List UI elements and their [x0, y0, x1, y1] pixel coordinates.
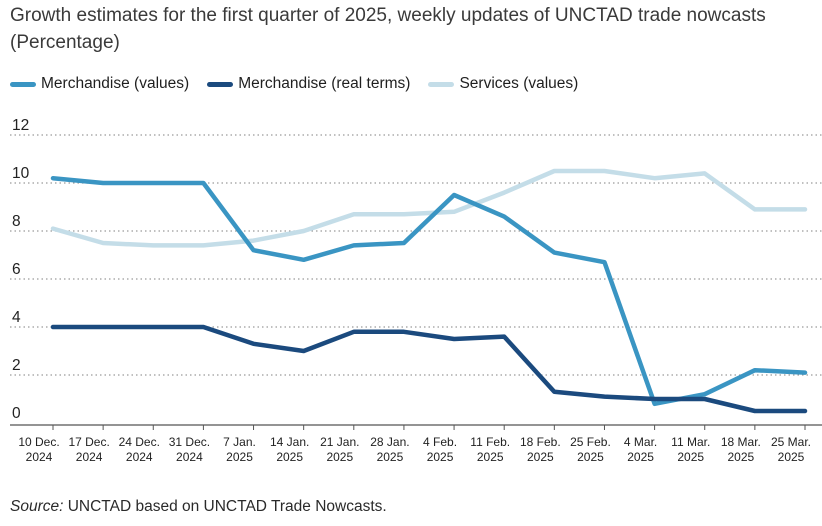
x-tick-label: 7 Jan. — [223, 435, 256, 449]
x-tick-label-year: 2024 — [26, 450, 53, 464]
x-tick-label-year: 2025 — [527, 450, 554, 464]
y-tick-label: 12 — [12, 117, 29, 134]
x-tick-label: 25 Feb. — [570, 435, 611, 449]
x-tick-label-year: 2025 — [427, 450, 454, 464]
x-tick-label: 31 Dec. — [169, 435, 210, 449]
x-tick-label: 4 Feb. — [423, 435, 457, 449]
x-tick-label: 18 Mar. — [721, 435, 761, 449]
x-tick-label-year: 2025 — [326, 450, 353, 464]
x-tick-label-year: 2024 — [76, 450, 103, 464]
x-tick-label: 21 Jan. — [320, 435, 359, 449]
legend-item-merchandise-values: Merchandise (values) — [10, 75, 189, 93]
legend-swatch-merchandise-real — [207, 81, 234, 87]
x-tick-label-year: 2025 — [276, 450, 303, 464]
source-label: Source: — [10, 498, 64, 515]
y-tick-label: 8 — [12, 213, 21, 230]
x-tick-label-year: 2025 — [577, 450, 604, 464]
y-tick-label: 0 — [12, 405, 21, 422]
x-tick-label-year: 2024 — [126, 450, 153, 464]
chart-title: Growth estimates for the first quarter o… — [10, 5, 766, 53]
x-tick-label-year: 2025 — [377, 450, 404, 464]
x-tick-label: 24 Dec. — [119, 435, 160, 449]
x-tick-label: 25 Mar. — [771, 435, 811, 449]
x-tick-label-year: 2025 — [677, 450, 704, 464]
source-text: UNCTAD based on UNCTAD Trade Nowcasts. — [63, 498, 387, 515]
y-tick-label: 10 — [12, 165, 30, 182]
x-tick-label: 14 Jan. — [270, 435, 309, 449]
legend-label-merchandise-values: Merchandise (values) — [41, 75, 190, 92]
chart-legend: Merchandise (values) Merchandise (real t… — [10, 72, 596, 96]
y-tick-label: 4 — [12, 309, 21, 326]
source-note: Source: UNCTAD based on UNCTAD Trade Now… — [10, 498, 387, 516]
x-tick-label: 28 Jan. — [370, 435, 409, 449]
legend-item-services-values: Services (values) — [428, 75, 578, 93]
x-tick-label: 18 Feb. — [520, 435, 561, 449]
legend-swatch-merchandise-values — [10, 81, 36, 87]
x-tick-label: 4 Mar. — [624, 435, 657, 449]
x-tick-label-year: 2025 — [728, 450, 755, 464]
x-tick-label-year: 2025 — [226, 450, 253, 464]
y-tick-label: 6 — [12, 261, 21, 278]
legend-swatch-services-values — [428, 81, 455, 87]
x-tick-label: 17 Dec. — [68, 435, 109, 449]
x-tick-label-year: 2025 — [627, 450, 654, 464]
x-tick-label: 10 Dec. — [18, 435, 59, 449]
x-tick-label-year: 2025 — [477, 450, 504, 464]
legend-item-merchandise-real: Merchandise (real terms) — [207, 75, 410, 93]
legend-label-services-values: Services (values) — [459, 75, 579, 92]
legend-label-merchandise-real: Merchandise (real terms) — [238, 75, 411, 92]
x-tick-label-year: 2024 — [176, 450, 203, 464]
x-tick-label-year: 2025 — [778, 450, 805, 464]
x-tick-label: 11 Mar. — [671, 435, 710, 449]
y-tick-label: 2 — [12, 357, 21, 374]
series-line-services-values — [50, 168, 808, 248]
x-tick-label: 11 Feb. — [470, 435, 510, 449]
series-line-merchandise-real-terms — [50, 324, 808, 414]
